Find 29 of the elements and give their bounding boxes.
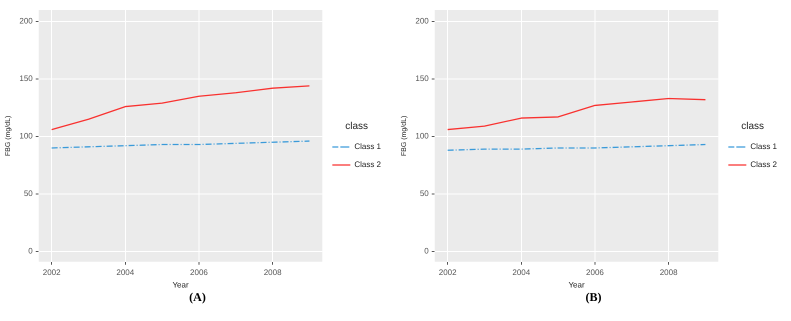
x-tick-label: 2002 bbox=[438, 268, 458, 277]
legend-title: class bbox=[741, 120, 764, 132]
x-tick-label: 2006 bbox=[586, 268, 604, 277]
y-tick-label: 50 bbox=[24, 189, 34, 198]
y-tick-label: 50 bbox=[420, 189, 430, 198]
x-tick-label: 2004 bbox=[116, 268, 135, 277]
x-tick-label: 2006 bbox=[190, 268, 208, 277]
x-axis-title: Year bbox=[568, 280, 585, 290]
y-tick-label: 150 bbox=[19, 74, 34, 84]
legend-label: Class 2 bbox=[750, 160, 778, 170]
y-tick-label: 0 bbox=[28, 246, 34, 256]
line-series bbox=[50, 140, 310, 149]
legend-label: Class 1 bbox=[750, 142, 778, 152]
legend-label: Class 1 bbox=[354, 142, 382, 152]
y-tick-label: 100 bbox=[19, 132, 34, 141]
y-tick-label: 200 bbox=[415, 16, 430, 26]
legend-label: Class 2 bbox=[354, 160, 382, 170]
text: (A) bbox=[188, 290, 207, 305]
x-tick-label: 2008 bbox=[660, 268, 678, 277]
y-tick-label: 100 bbox=[415, 132, 430, 141]
y-tick-label: 150 bbox=[415, 74, 430, 84]
y-tick-label: 0 bbox=[424, 246, 430, 256]
text: (B) bbox=[584, 290, 602, 305]
x-tick-label: 2004 bbox=[512, 268, 531, 277]
x-axis-title: Year bbox=[172, 280, 189, 290]
y-tick-label: 200 bbox=[19, 16, 34, 26]
legend-title: class bbox=[345, 120, 368, 132]
x-tick-label: 2002 bbox=[42, 268, 62, 277]
x-tick-label: 2008 bbox=[264, 268, 282, 277]
